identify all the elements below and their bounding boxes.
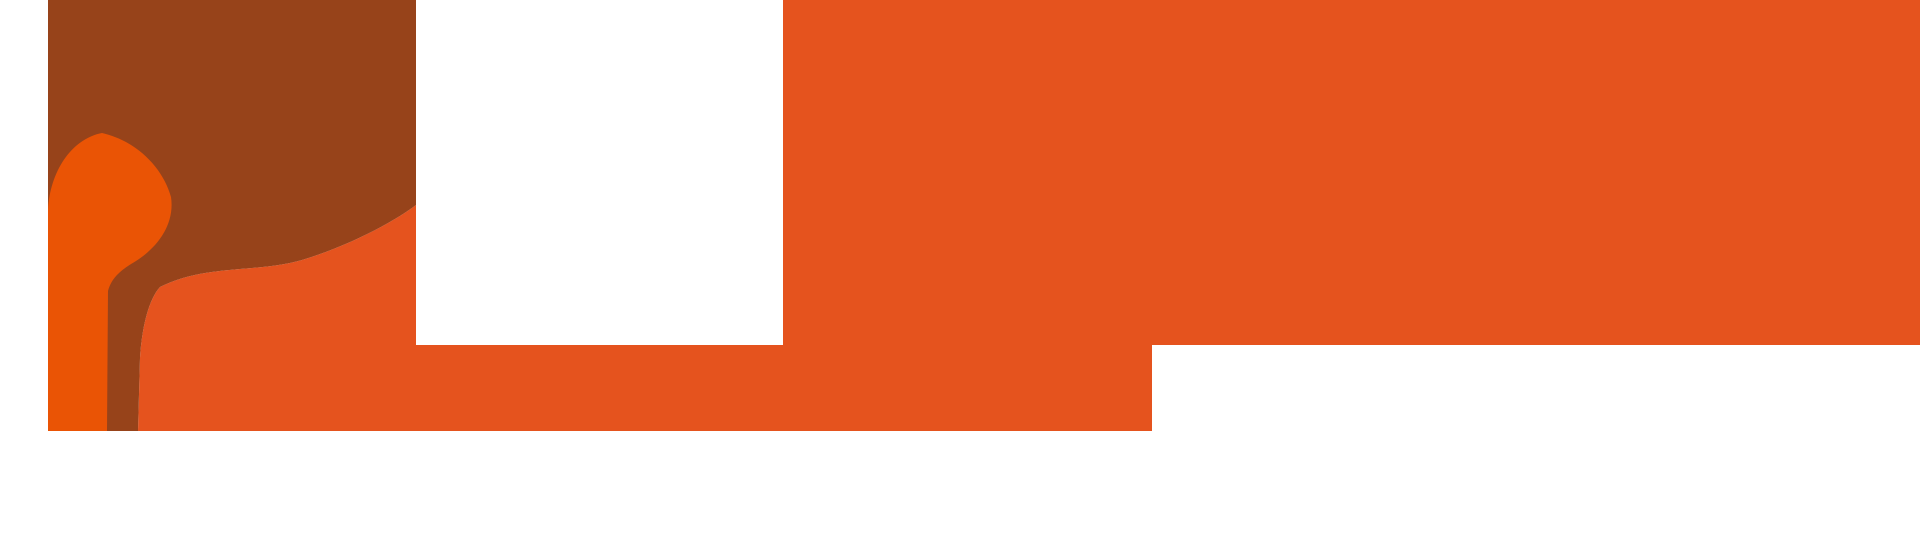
orange-disc-stem-shape [48, 133, 172, 431]
orange-swoosh-field-shape [138, 0, 1920, 431]
brown-blob-shape [48, 0, 416, 431]
